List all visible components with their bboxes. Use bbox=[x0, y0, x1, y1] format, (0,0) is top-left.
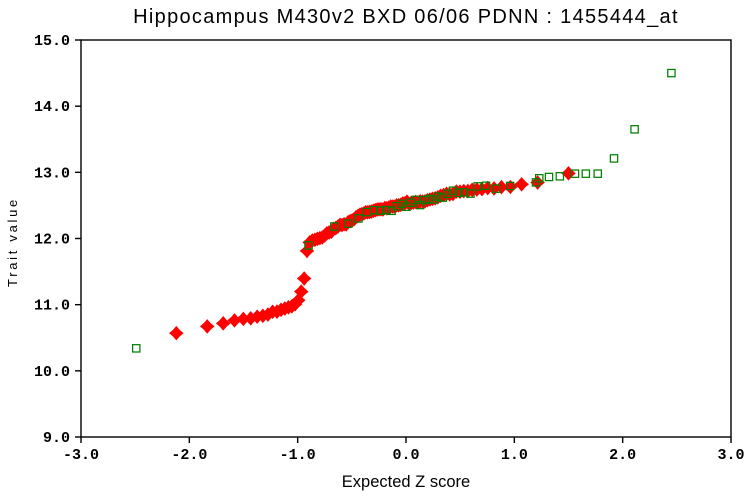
svg-text:15.0: 15.0 bbox=[34, 33, 70, 50]
svg-text:12.0: 12.0 bbox=[34, 232, 70, 249]
svg-text:9.0: 9.0 bbox=[43, 430, 70, 447]
svg-text:-2.0: -2.0 bbox=[171, 447, 207, 464]
svg-text:-3.0: -3.0 bbox=[63, 447, 99, 464]
svg-text:0.0: 0.0 bbox=[392, 447, 419, 464]
svg-text:13.0: 13.0 bbox=[34, 165, 70, 182]
svg-text:1.0: 1.0 bbox=[501, 447, 528, 464]
svg-text:10.0: 10.0 bbox=[34, 364, 70, 381]
svg-text:2.0: 2.0 bbox=[609, 447, 636, 464]
svg-text:-1.0: -1.0 bbox=[280, 447, 316, 464]
svg-text:3.0: 3.0 bbox=[717, 447, 744, 464]
svg-text:14.0: 14.0 bbox=[34, 99, 70, 116]
svg-text:Expected Z score: Expected Z score bbox=[342, 473, 470, 491]
svg-text:Trait value: Trait value bbox=[5, 197, 20, 287]
svg-text:Hippocampus M430v2 BXD 06/06 P: Hippocampus M430v2 BXD 06/06 PDNN : 1455… bbox=[133, 6, 679, 28]
svg-text:11.0: 11.0 bbox=[34, 298, 70, 315]
